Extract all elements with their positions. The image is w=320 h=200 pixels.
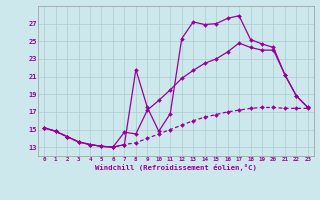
X-axis label: Windchill (Refroidissement éolien,°C): Windchill (Refroidissement éolien,°C) <box>95 164 257 171</box>
